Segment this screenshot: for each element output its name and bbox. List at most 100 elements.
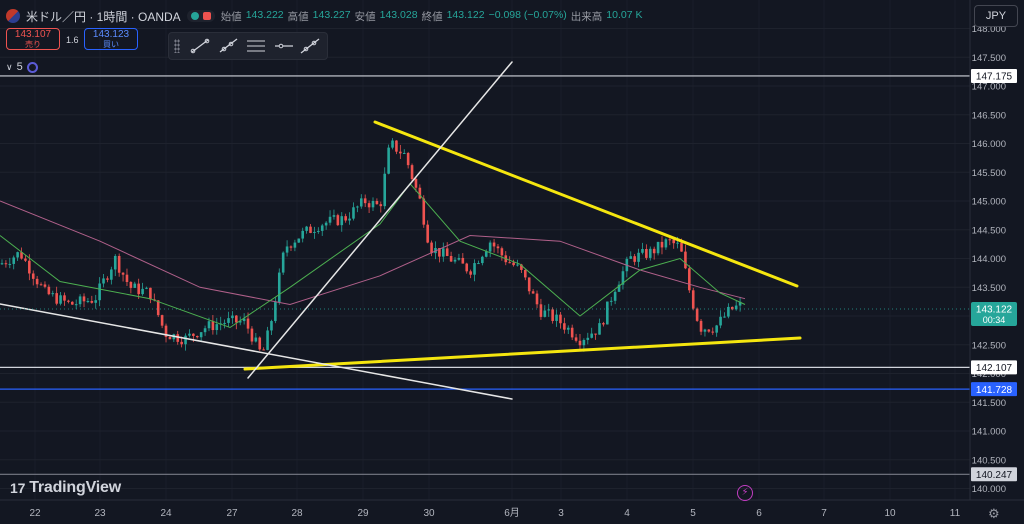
- candle: [641, 248, 644, 253]
- indicator-legend[interactable]: ∨ 5: [6, 61, 38, 73]
- candle: [320, 225, 324, 231]
- candle: [258, 337, 262, 350]
- candle: [723, 316, 726, 318]
- price-label-text: 141.728: [976, 385, 1013, 396]
- time-axis[interactable]: 22 23 24 27 28 29 30 6月 3 4 5 6 7 10 11: [0, 499, 1024, 519]
- price-tick-label: 146.000: [972, 139, 1006, 150]
- candle: [617, 284, 621, 292]
- candle: [188, 333, 191, 336]
- trendline-tool-icon[interactable]: [189, 36, 211, 56]
- candle: [348, 218, 351, 221]
- candle: [137, 283, 140, 295]
- candle: [78, 296, 82, 305]
- buy-button[interactable]: 143.123 買い: [84, 28, 138, 50]
- horizontal-lines[interactable]: [0, 75, 970, 475]
- candle: [47, 286, 51, 295]
- symbol-title[interactable]: 米ドル／円 · 1時間 · OANDA: [26, 9, 181, 24]
- time-tick-label: 24: [160, 508, 172, 519]
- gear-icon[interactable]: ⚙: [988, 506, 1000, 521]
- price-tick-label: 146.500: [972, 110, 1006, 121]
- indicator-settings-icon[interactable]: [26, 61, 38, 73]
- candle: [145, 287, 148, 289]
- candle: [520, 264, 523, 270]
- candle: [231, 315, 234, 319]
- tradingview-logo: 17 TradingView: [10, 479, 121, 497]
- drawing-toolbar: [168, 32, 328, 60]
- candle: [297, 238, 301, 243]
- candle: [691, 290, 695, 309]
- candle: [8, 263, 12, 265]
- currency-selector[interactable]: JPY: [974, 5, 1018, 27]
- candle: [469, 271, 472, 275]
- price-tick-label: 145.500: [972, 168, 1006, 179]
- price-tick-label: 145.000: [972, 197, 1006, 208]
- yellow-trendline[interactable]: [243, 336, 802, 371]
- candle: [707, 329, 711, 332]
- candle: [344, 216, 347, 221]
- time-tick-label: 29: [357, 508, 369, 519]
- candle: [238, 321, 242, 323]
- ray-tool-icon[interactable]: [217, 36, 239, 56]
- extended-line-tool-icon[interactable]: [299, 36, 321, 56]
- candle: [602, 323, 605, 325]
- price-tick-label: 140.500: [972, 455, 1006, 466]
- candle: [566, 327, 570, 330]
- candle: [633, 256, 636, 262]
- time-tick-label: 6: [756, 508, 762, 519]
- candle: [156, 300, 160, 316]
- spread-value: 1.6: [66, 35, 79, 45]
- candle: [727, 306, 730, 317]
- candle: [129, 281, 133, 288]
- candle: [387, 147, 390, 174]
- lightning-icon[interactable]: ⚡: [737, 485, 753, 501]
- candle: [324, 222, 328, 226]
- white-trendline[interactable]: [247, 61, 513, 379]
- sell-button[interactable]: 143.107 売り: [6, 28, 60, 50]
- candle: [254, 337, 258, 342]
- candle: [113, 255, 117, 270]
- open-label: 始値: [220, 10, 242, 23]
- horizontal-line-tool-icon[interactable]: [273, 36, 295, 56]
- candle: [356, 206, 359, 208]
- low-value: 143.028: [379, 8, 418, 21]
- candle: [86, 301, 90, 303]
- candle: [488, 242, 492, 252]
- candle: [484, 251, 488, 257]
- candle: [402, 152, 406, 154]
- candle: [313, 231, 316, 233]
- candle: [70, 301, 74, 305]
- candle: [285, 246, 289, 253]
- candle: [363, 198, 367, 204]
- market-status[interactable]: [186, 10, 215, 22]
- market-alert-icon: [202, 12, 211, 20]
- candle: [242, 318, 246, 322]
- candle: [461, 257, 465, 264]
- candle: [180, 341, 183, 345]
- candle: [539, 304, 543, 317]
- candle: [160, 315, 164, 326]
- price-label-text: 142.107: [976, 363, 1013, 374]
- trendlines[interactable]: [0, 61, 802, 400]
- candle: [90, 301, 94, 303]
- candle: [121, 272, 125, 275]
- drag-handle-icon[interactable]: [174, 39, 180, 53]
- candle: [340, 216, 344, 226]
- candle: [250, 328, 254, 342]
- candle: [598, 323, 601, 335]
- price-tick-label: 142.500: [972, 340, 1006, 351]
- yellow-trendline[interactable]: [373, 120, 799, 288]
- candle: [215, 324, 219, 331]
- candle: [317, 230, 320, 232]
- candle: [441, 248, 445, 257]
- candle: [309, 226, 312, 233]
- candle: [594, 333, 597, 335]
- volume-value: 10.07 K: [606, 8, 643, 21]
- chevron-down-icon[interactable]: ∨: [6, 61, 13, 72]
- white-trendline[interactable]: [0, 303, 513, 400]
- parallel-channel-tool-icon[interactable]: [245, 36, 267, 56]
- candle: [195, 335, 199, 338]
- candle: [12, 257, 16, 264]
- candle: [606, 301, 609, 325]
